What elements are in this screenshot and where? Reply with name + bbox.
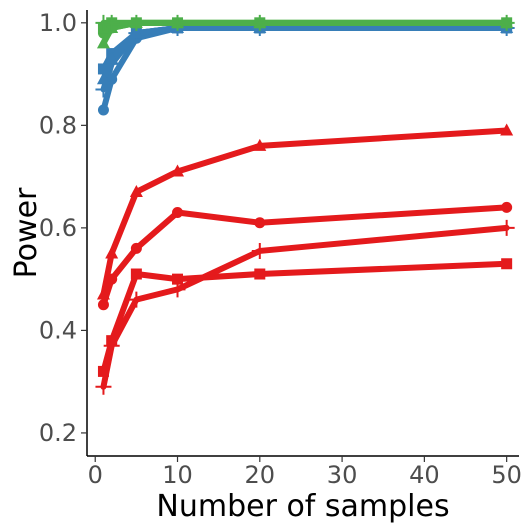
series-group [96,20,514,85]
data-point-square [97,365,109,377]
series-group [97,258,513,377]
data-point-triangle [96,72,110,85]
x-tick-label: 50 [491,461,522,489]
x-tick-label: 20 [245,461,276,489]
y-tick-label: 0.6 [39,214,77,242]
data-point-triangle [105,246,119,259]
data-point-plus [251,242,268,259]
series-group [95,219,515,395]
data-point-circle [130,242,142,254]
y-tick-label: 0.4 [39,316,77,344]
data-point-plus [128,14,145,31]
series-group [97,22,513,116]
data-point-plus [128,291,145,308]
data-point-plus [498,14,515,31]
data-point-circle [172,206,184,218]
x-tick-label: 30 [327,461,358,489]
series-group [96,123,514,300]
data-point-square [501,258,513,270]
data-point-triangle [96,287,110,300]
data-point-square [172,273,184,285]
series-group [97,201,513,311]
y-axis-ticks: 0.2 0.4 0.6 0.8 1.0 [39,9,87,447]
data-point-plus [103,14,120,31]
data-point-plus [251,14,268,31]
y-tick-label: 1.0 [39,9,77,37]
x-tick-label: 0 [88,461,103,489]
data-point-plus [169,14,186,31]
data-point-square [254,268,266,280]
data-point-plus [498,219,515,236]
data-point-triangle [105,51,119,64]
data-point-triangle [129,26,143,39]
data-point-circle [501,201,513,213]
y-tick-label: 0.2 [39,419,77,447]
y-tick-label: 0.8 [39,111,77,139]
data-point-plus [103,337,120,354]
data-point-square [130,268,142,280]
series-line [100,24,510,113]
x-tick-label: 10 [162,461,193,489]
data-point-plus [95,378,112,395]
data-point-circle [97,299,109,311]
x-axis-ticks: 0 10 20 30 40 50 [88,456,522,489]
data-point-triangle [500,123,514,136]
series-group [95,14,515,31]
data-point-triangle [96,36,110,49]
series-line [100,24,510,83]
data-point-triangle [253,138,267,151]
data-point-square [97,63,109,75]
data-point-triangle [129,184,143,197]
x-axis-title: Number of samples [156,489,449,524]
y-axis-title: Power [9,187,44,278]
data-point-triangle [171,164,185,177]
x-tick-label: 40 [409,461,440,489]
data-point-plus [169,281,186,298]
plot-area [95,14,515,395]
data-point-circle [254,217,266,229]
series-line [100,260,510,375]
series-line [100,224,510,390]
series-line [100,127,510,298]
data-point-circle [97,104,109,116]
series-line [100,24,510,93]
